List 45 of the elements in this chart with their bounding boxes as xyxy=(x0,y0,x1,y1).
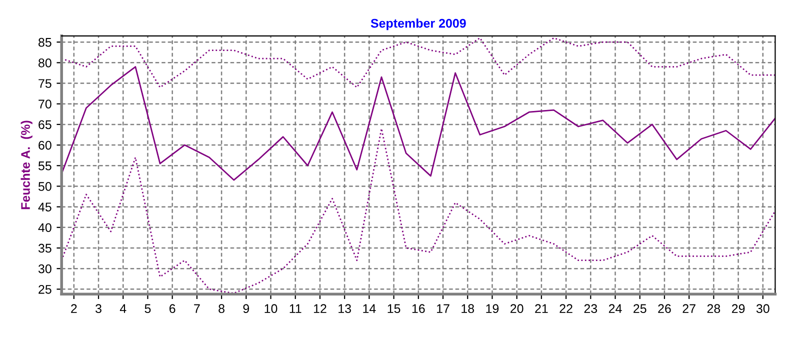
y-tick-label: 50 xyxy=(38,182,52,191)
x-tick-label: 2 xyxy=(71,304,77,313)
y-tick-label: 30 xyxy=(38,264,52,274)
y-tick-label: 80 xyxy=(38,58,52,68)
x-tick-label: 19 xyxy=(486,304,499,314)
y-tick-label: 40 xyxy=(38,223,52,232)
x-tick-label: 8 xyxy=(218,304,224,314)
x-tick-label: 4 xyxy=(120,304,126,313)
x-tick-label: 9 xyxy=(243,304,250,314)
x-tick-label: 21 xyxy=(535,304,548,313)
chart-title: September 2009 xyxy=(370,18,466,30)
x-tick-label: 18 xyxy=(462,304,474,314)
x-tick-label: 17 xyxy=(437,304,450,313)
x-tick-label: 27 xyxy=(682,304,696,313)
x-tick-label: 29 xyxy=(732,304,745,314)
x-tick-label: 14 xyxy=(363,304,376,313)
x-tick-label: 23 xyxy=(584,304,598,314)
y-tick-label: 45 xyxy=(38,202,52,212)
y-tick-label: 55 xyxy=(38,162,52,170)
y-tick-label: 65 xyxy=(38,120,52,130)
x-tick-label: 26 xyxy=(658,304,671,314)
x-tick-label: 30 xyxy=(756,304,770,314)
y-tick-label: 85 xyxy=(38,38,52,47)
x-tick-label: 22 xyxy=(560,304,572,313)
line-series xyxy=(62,66,776,181)
x-tick-label: 25 xyxy=(634,304,646,314)
x-tick-label: 3 xyxy=(96,304,102,314)
y-tick-label: 70 xyxy=(38,100,52,109)
y-tick-label: 60 xyxy=(38,140,52,150)
x-tick-label: 15 xyxy=(388,304,400,314)
x-tick-label: 7 xyxy=(194,304,200,313)
y-tick-label: 75 xyxy=(38,79,52,88)
x-tick-label: 5 xyxy=(144,304,151,314)
y-axis-title: Feuchte A. (%) xyxy=(20,120,32,210)
y-tick-label: 25 xyxy=(38,284,52,294)
x-tick-label: 6 xyxy=(169,304,176,314)
x-tick-label: 24 xyxy=(608,304,622,313)
x-tick-label: 20 xyxy=(510,304,524,314)
y-tick-label: 35 xyxy=(38,244,52,253)
x-tick-label: 10 xyxy=(264,304,278,314)
x-tick-label: 13 xyxy=(338,304,351,314)
x-tick-label: 12 xyxy=(314,304,326,313)
x-tick-label: 28 xyxy=(707,304,720,314)
x-tick-label: 11 xyxy=(290,304,302,313)
x-tick-label: 16 xyxy=(412,304,425,314)
